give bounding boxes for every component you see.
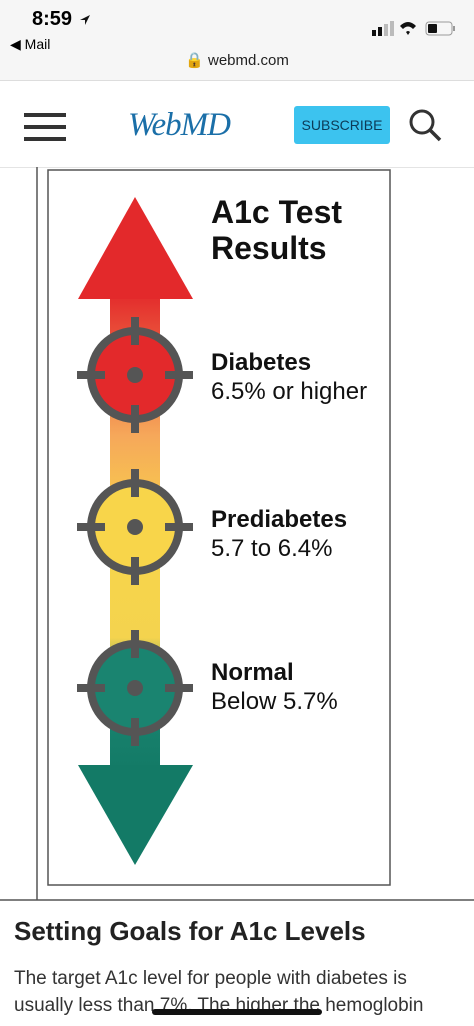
back-label[interactable]: Mail [24,36,51,52]
infographic [0,167,474,901]
subscribe-button[interactable]: SUBSCRIBE [294,106,390,144]
home-indicator [152,1009,322,1015]
level-range: 6.5% or higher [211,378,368,405]
target [77,317,193,433]
location-icon [80,15,90,25]
clock: 8:59 [32,8,73,30]
menu-button[interactable] [24,113,68,141]
target [77,630,193,746]
article-heading: Setting Goals for A1c Levels [14,916,366,946]
logo[interactable]: WebMD [128,107,231,143]
level-range: Below 5.7% [211,688,338,715]
level-label: Normal [211,659,294,686]
level: Diabetes 6.5% or higher [211,348,367,406]
site-header: WebMD SUBSCRIBE [0,81,474,168]
level-label: Prediabetes [211,506,348,533]
back-link[interactable]: ◀ Mail [10,36,51,52]
level-range: 5.7 to 6.4% [211,535,333,562]
url[interactable]: webmd.com [208,52,289,69]
address-bar[interactable]: 🔒 webmd.com [185,52,289,69]
target [77,469,193,585]
level-label: Diabetes [211,349,312,376]
level: Prediabetes 5.7 to 6.4% [211,505,347,563]
level: Normal Below 5.7% [211,658,338,716]
status-bar: 8:59 ◀ Mail 🔒 webmd.com [0,0,474,81]
infographic-title: A1c Test Results [211,194,343,266]
status-icons [372,21,455,36]
search-button[interactable] [408,108,444,144]
